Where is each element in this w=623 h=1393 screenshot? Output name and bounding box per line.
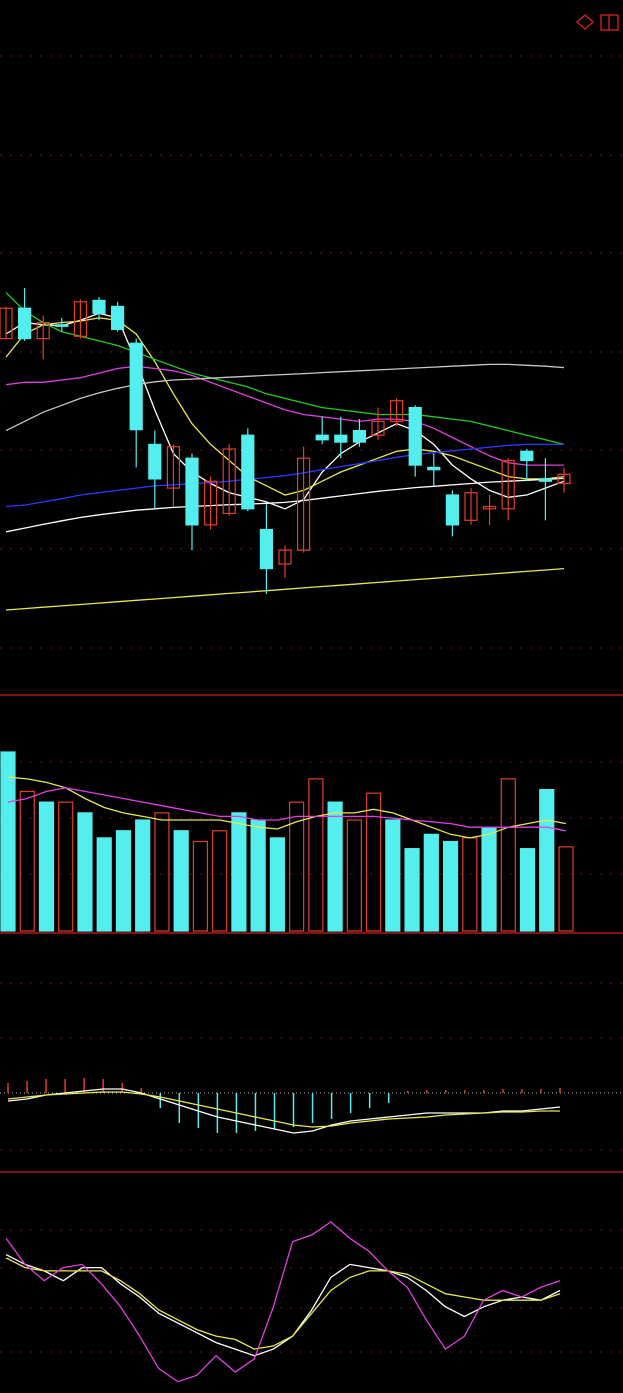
candle-body — [92, 299, 106, 314]
series-line-magenta — [5, 365, 564, 466]
volume-bar — [19, 790, 35, 932]
candle-body — [538, 478, 553, 482]
series-line-yellow — [5, 317, 565, 496]
series-line-magenta — [7, 787, 567, 832]
candle-body — [110, 305, 125, 330]
candle-body — [501, 459, 515, 510]
candle-body — [166, 446, 180, 489]
volume-bar — [154, 812, 170, 932]
volume-bar — [346, 819, 362, 932]
series-line-gray — [5, 363, 565, 432]
candle-body — [297, 457, 311, 551]
volume-bar — [442, 840, 459, 932]
candle-body — [483, 505, 497, 510]
series-line-white — [7, 1088, 561, 1134]
candle-body — [427, 466, 441, 471]
candle-body — [73, 301, 88, 337]
volume-bar — [77, 812, 93, 932]
volume-bar — [462, 837, 478, 932]
volume-bar — [135, 819, 151, 932]
series-line-white — [5, 477, 565, 533]
candle-body — [408, 407, 422, 466]
volume-bar — [212, 830, 228, 932]
candle-body — [222, 448, 236, 515]
volume-bar — [327, 801, 343, 932]
diamond-icon[interactable] — [575, 14, 595, 30]
series-line-green — [5, 292, 565, 446]
series-line-white — [5, 1254, 561, 1357]
candle-body — [0, 307, 13, 340]
volume-bar — [38, 801, 55, 932]
candle-body — [241, 434, 255, 510]
series-line-yellow — [5, 567, 565, 611]
volume-bar — [404, 848, 420, 932]
volume-bar — [519, 848, 536, 932]
volume-bar — [365, 792, 382, 932]
candle-body — [204, 480, 218, 526]
candle-body — [259, 528, 273, 570]
volume-bar — [539, 788, 555, 932]
volume-bar — [423, 833, 439, 932]
chart-grid — [0, 55, 623, 1353]
candle-body — [129, 342, 143, 431]
price-panel — [0, 288, 571, 611]
series-line-blue — [5, 443, 564, 508]
candle-body — [55, 324, 69, 327]
volume-bar — [192, 840, 209, 932]
series-line-yellow — [5, 1257, 561, 1350]
volume-bar — [385, 819, 401, 932]
volume-bar — [308, 778, 324, 932]
candle-body — [278, 549, 292, 565]
volume-bar — [500, 778, 516, 932]
candle-body — [520, 450, 534, 462]
volume-bar — [58, 801, 74, 932]
volume-bar — [115, 830, 132, 932]
candle-body — [315, 434, 329, 441]
series-line-yellow — [7, 776, 567, 839]
volume-bar — [250, 819, 266, 932]
volume-bar — [269, 837, 285, 932]
candle-body — [464, 492, 478, 521]
candle-body — [371, 420, 385, 436]
volume-bar — [558, 846, 574, 932]
candle-body — [185, 457, 199, 526]
candle-body — [18, 307, 32, 340]
volume-bar — [289, 801, 305, 932]
candle-body — [334, 434, 348, 443]
series-line-white — [5, 312, 565, 510]
volume-bar — [231, 812, 247, 932]
volume-bar — [96, 837, 112, 932]
kdj-panel — [5, 1221, 561, 1383]
volume-bar — [173, 830, 189, 932]
volume-panel — [0, 751, 574, 932]
series-line-yellow — [7, 1091, 560, 1128]
macd-panel — [0, 1078, 623, 1134]
series-line-magenta — [5, 1221, 561, 1383]
candle-body — [557, 473, 571, 485]
candle-body — [390, 400, 404, 423]
square-icon[interactable] — [600, 14, 619, 31]
candle-body — [148, 443, 162, 480]
volume-bar — [0, 751, 16, 932]
candle-body — [352, 430, 366, 443]
volume-bar — [481, 826, 497, 932]
candle-body — [36, 321, 50, 340]
candle-body — [445, 494, 459, 526]
